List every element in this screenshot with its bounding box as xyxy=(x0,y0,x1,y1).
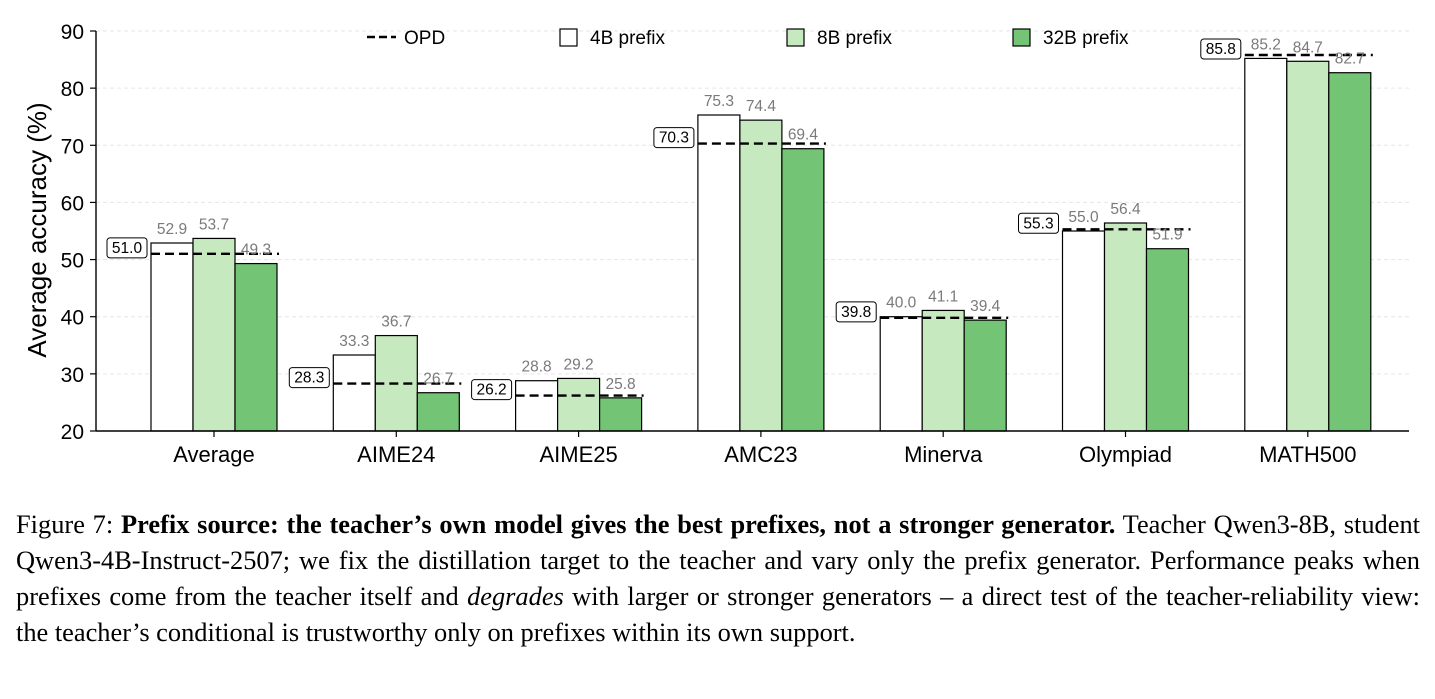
bar xyxy=(781,148,825,432)
baseline-value-label: 51.0 xyxy=(112,240,143,257)
legend-label: 32B prefix xyxy=(1043,28,1129,49)
caption-title: Prefix source: the teacher’s own model g… xyxy=(121,509,1116,539)
bar-value-label: 51.9 xyxy=(1152,227,1182,244)
bar-value-label: 84.7 xyxy=(1293,39,1323,56)
axes: 20 30 40 50 60 70 80 90 Average AIME24 AIME25 AMC23… xyxy=(61,21,1409,467)
baseline-label-box xyxy=(1200,38,1242,60)
baseline-lines xyxy=(151,53,1373,397)
legend: OPD 4B prefix 8B prefix 32B prefix xyxy=(367,28,1129,49)
legend-opd-label: OPD xyxy=(404,28,445,49)
figure-label: Figure 7: xyxy=(16,509,114,539)
baseline-value-label: 55.3 xyxy=(1023,215,1053,232)
baseline-label-box xyxy=(1018,212,1059,234)
caption-text-1: Teacher Qwen3-8B, student Qwen3-4B-Instr… xyxy=(16,509,1420,611)
bar-value-label: 40.0 xyxy=(886,295,917,312)
x-tick-label: Average xyxy=(173,442,255,467)
bar-value-label: 39.4 xyxy=(970,298,1001,315)
baseline-value-label: 28.3 xyxy=(294,370,324,387)
bar xyxy=(1103,222,1148,432)
caption-italic: degrades xyxy=(467,581,564,611)
bar xyxy=(192,237,236,432)
bar xyxy=(879,316,923,432)
x-tick-label: MATH500 xyxy=(1259,442,1356,467)
bar-value-label: 49.3 xyxy=(241,242,271,259)
baseline-label-box xyxy=(835,301,877,323)
baseline-value-label: 39.8 xyxy=(841,304,871,321)
bar xyxy=(1244,57,1288,432)
bar xyxy=(234,262,278,432)
legend-swatch xyxy=(786,28,805,47)
bar-value-label: 25.8 xyxy=(606,376,636,393)
baseline-value-label: 70.3 xyxy=(659,130,689,147)
bar xyxy=(739,119,783,432)
caption-text-2: with larger or stronger generators – a d… xyxy=(16,581,1420,647)
bar-value-label: 69.4 xyxy=(788,127,819,144)
bar xyxy=(1061,230,1106,432)
bar-value-label: 85.2 xyxy=(1251,36,1281,53)
bar xyxy=(1145,248,1190,432)
baseline-value-label: 26.2 xyxy=(477,382,507,399)
bar xyxy=(514,380,559,432)
bar xyxy=(598,397,643,432)
bar xyxy=(150,242,194,432)
x-tick-label: AMC23 xyxy=(724,442,797,467)
data-labels: 52.9 53.7 49.3 51.0 33.3 36.7 26.7 28.3 28.8 29.2… xyxy=(106,36,1365,401)
baseline-value-label: 85.8 xyxy=(1206,41,1236,58)
legend-swatch xyxy=(1012,28,1031,47)
bar xyxy=(963,319,1007,432)
bar xyxy=(921,309,965,432)
bar xyxy=(697,114,741,432)
y-tick-label: 90 xyxy=(61,21,84,44)
bar-value-label: 82.7 xyxy=(1335,51,1365,68)
y-tick-label: 60 xyxy=(61,192,84,215)
bar-value-label: 56.4 xyxy=(1110,201,1141,218)
y-tick-label: 80 xyxy=(61,78,84,101)
baseline-label-box xyxy=(288,367,330,389)
grid-lines xyxy=(96,30,1409,375)
bar xyxy=(416,392,460,432)
bar-chart: 52.9 53.7 49.3 51.0 33.3 36.7 26.7 28.3 28.8 29.2… xyxy=(22,21,1409,467)
legend-label: 8B prefix xyxy=(817,28,892,49)
bar-value-label: 52.9 xyxy=(157,221,187,238)
bar xyxy=(1328,72,1372,432)
y-tick-label: 40 xyxy=(61,307,84,330)
bar-value-label: 28.8 xyxy=(522,359,552,376)
legend-label: 4B prefix xyxy=(590,28,665,49)
bar-value-label: 53.7 xyxy=(199,216,229,233)
bar-value-label: 29.2 xyxy=(564,356,594,373)
bar-value-label: 33.3 xyxy=(339,333,369,350)
bar xyxy=(1286,60,1330,432)
bar-value-label: 74.4 xyxy=(746,98,777,115)
bar-value-label: 36.7 xyxy=(381,314,411,331)
baseline-label-box xyxy=(471,379,513,401)
y-tick-label: 50 xyxy=(61,250,84,273)
x-tick-label: Olympiad xyxy=(1079,442,1172,467)
figure-caption: Figure 7: Prefix source: the teacher’s o… xyxy=(16,506,1420,650)
y-tick-label: 30 xyxy=(61,364,84,387)
y-tick-label: 70 xyxy=(61,135,84,158)
bar-value-label: 75.3 xyxy=(704,93,734,110)
y-axis-label: Average accuracy (%) xyxy=(22,102,52,357)
bar-value-label: 26.7 xyxy=(423,371,453,388)
x-tick-label: AIME24 xyxy=(357,442,435,467)
bar xyxy=(556,377,601,432)
bar xyxy=(332,354,376,432)
bar-value-label: 41.1 xyxy=(928,288,958,305)
legend-swatch xyxy=(559,28,578,47)
x-tick-label: AIME25 xyxy=(539,442,617,467)
bars xyxy=(150,57,1372,432)
baseline-label-box xyxy=(106,237,148,259)
y-tick-label: 20 xyxy=(61,421,84,444)
baseline-label-box xyxy=(653,127,695,149)
bar-value-label: 55.0 xyxy=(1068,209,1099,226)
x-tick-label: Minerva xyxy=(904,442,983,467)
